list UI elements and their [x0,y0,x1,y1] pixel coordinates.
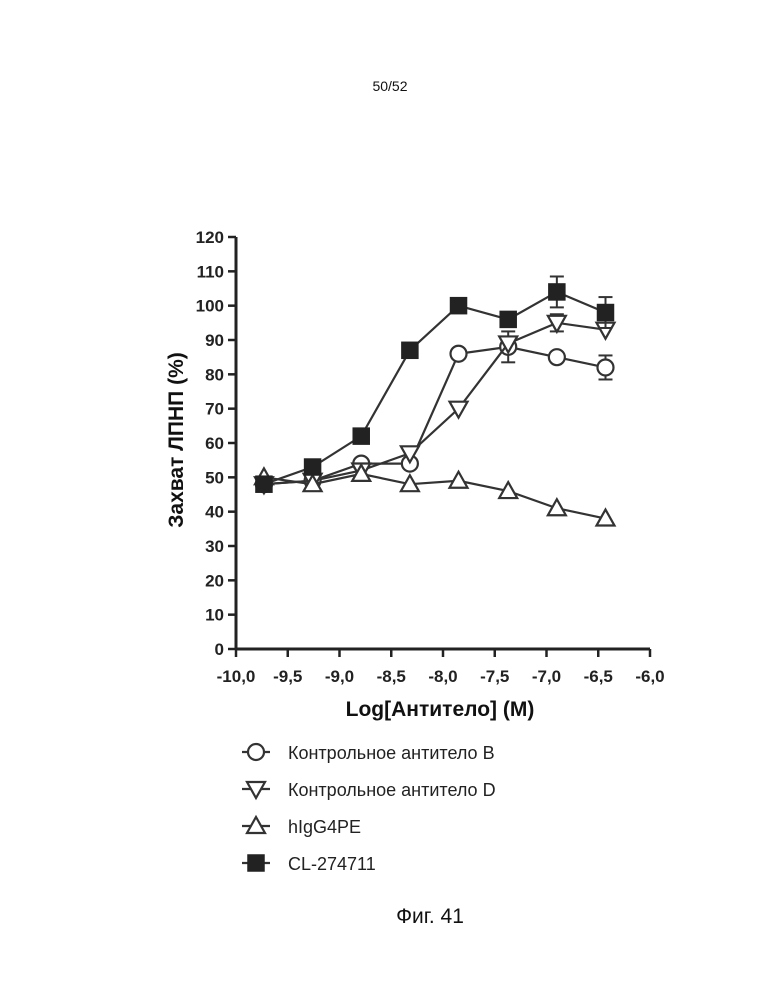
x-tick-label: -6,5 [584,667,613,686]
y-tick-label: 60 [205,434,224,453]
chart-series [255,276,615,525]
x-tick-label: -9,5 [273,667,302,686]
x-tick-label: -8,5 [377,667,406,686]
y-tick-label: 30 [205,537,224,556]
legend-label: Контрольное антитело D [288,780,496,800]
data-point [548,499,566,515]
y-tick-label: 10 [205,606,224,625]
data-point [597,359,613,375]
y-tick-label: 120 [196,228,224,247]
legend-marker [248,855,264,871]
legend-label: Контрольное антитело B [288,743,495,763]
legend-marker [248,744,264,760]
x-axis-title: Log[Антитело] (M) [346,698,535,721]
legend-entry-0: Контрольное антитело B [242,743,495,763]
x-tick-label: -6,0 [635,667,664,686]
y-tick-label: 80 [205,365,224,384]
chart-legend: Контрольное антитело B Контрольное антите… [242,743,496,874]
y-axis-title: Захват ЛПНП (%) [165,352,188,528]
data-point [256,476,272,492]
x-tick-label: -7,5 [480,667,509,686]
data-point [305,459,321,475]
y-tick-label: 40 [205,503,224,522]
data-point [549,284,565,300]
y-tick-label: 0 [215,640,224,659]
y-tick-label: 50 [205,468,224,487]
data-point [549,349,565,365]
x-tick-label: -9,0 [325,667,354,686]
y-tick-label: 70 [205,400,224,419]
figure-caption: Фиг. 41 [0,905,780,929]
x-tick-label: -7,0 [532,667,561,686]
legend-label: hIgG4PE [288,817,361,837]
y-tick-label: 110 [197,262,224,281]
y-tick-label: 100 [196,297,224,316]
data-point [500,311,516,327]
data-point [597,305,613,321]
data-point [451,346,467,362]
legend-entry-1: Контрольное антитело D [242,780,496,800]
x-tick-label: -10,0 [217,667,256,686]
series-3 [256,276,614,492]
y-tick-label: 90 [205,331,224,350]
data-point [402,342,418,358]
x-tick-label: -8,0 [428,667,457,686]
chart-axes: 0 10 20 30 40 50 60 70 80 90 100 110 120 -10,0 -9,5 -9,… [196,228,665,686]
data-point [353,428,369,444]
data-point [451,298,467,314]
data-point [450,472,468,488]
legend-entry-2: hIgG4PE [242,817,361,837]
ldl-uptake-chart: 0 10 20 30 40 50 60 70 80 90 100 110 120 -10,0 -9,5 -9,… [0,0,780,1003]
y-tick-label: 20 [205,571,224,590]
legend-label: CL-274711 [288,854,376,874]
legend-entry-3: CL-274711 [242,854,376,874]
